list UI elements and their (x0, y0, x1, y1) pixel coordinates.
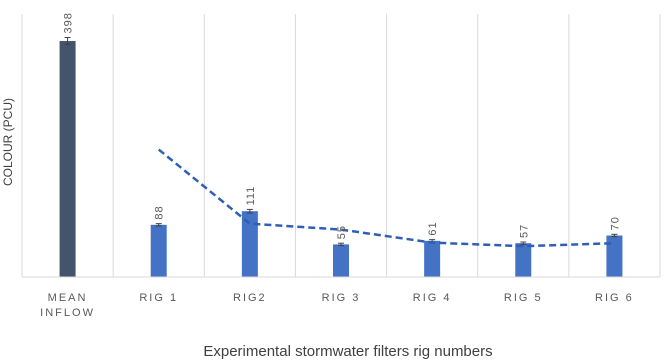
bar (606, 235, 623, 277)
bar (424, 240, 441, 277)
x-tick-label: RIG 4 (413, 292, 452, 304)
bar (515, 243, 532, 277)
data-label: 398 (63, 12, 75, 33)
bars (59, 36, 623, 277)
x-tick-label: MEAN (48, 292, 88, 304)
bar (333, 244, 349, 277)
x-tick-label: INFLOW (40, 307, 95, 319)
x-tick-label: RIG 6 (595, 292, 634, 304)
gridlines (21, 14, 661, 277)
bar (59, 41, 76, 277)
data-label: 111 (245, 186, 257, 206)
trend-line-path (157, 148, 615, 248)
x-tick-label: RIG 5 (504, 292, 543, 304)
data-label: 61 (427, 221, 439, 235)
data-label: 57 (518, 224, 530, 238)
x-tick-label: RIG 3 (322, 292, 361, 304)
y-axis-title: COLOUR (PCU) (1, 98, 15, 186)
x-tick-label: RIG2 (233, 292, 267, 304)
bar (150, 224, 167, 277)
x-tick-labels: MEAN INFLOW RIG 1 RIG2 RIG 3 RIG 4 RIG 5 RIG 6 (40, 292, 634, 319)
x-tick-label: RIG 1 (139, 292, 178, 304)
data-labels: 398 88 111 55 61 57 70 (63, 12, 622, 239)
data-label: 88 (154, 205, 166, 219)
bar (241, 211, 258, 277)
trend-line (157, 148, 615, 248)
x-axis-title: Experimental stormwater filters rig numb… (203, 343, 492, 360)
data-label: 55 (336, 225, 348, 239)
data-label: 70 (609, 216, 621, 230)
